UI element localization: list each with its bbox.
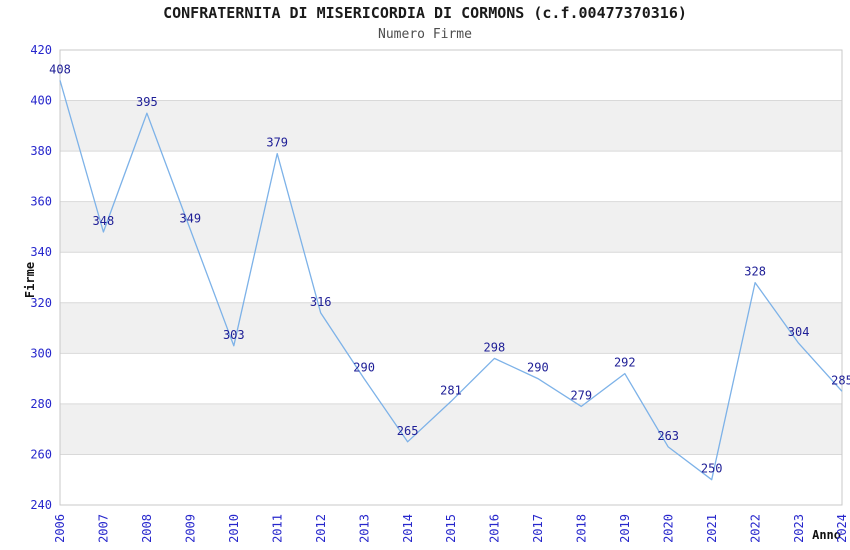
y-tick-label: 320 (30, 296, 52, 310)
x-tick-label: 2022 (748, 514, 762, 543)
data-point-label: 395 (136, 95, 158, 109)
x-tick-label: 2014 (401, 514, 415, 543)
x-tick-label: 2016 (488, 514, 502, 543)
data-point-label: 303 (223, 328, 245, 342)
plot-band (60, 100, 842, 152)
x-tick-label: 2011 (270, 514, 284, 543)
chart-subtitle: Numero Firme (378, 27, 472, 42)
data-point-label: 298 (484, 340, 506, 354)
data-point-label: 281 (440, 383, 462, 397)
y-tick-label: 380 (30, 144, 52, 158)
data-point-label: 408 (49, 62, 71, 76)
x-tick-label: 2021 (705, 514, 719, 543)
series-line (59, 80, 843, 481)
x-tick-label: 2017 (531, 514, 545, 543)
x-tick-label: 2018 (575, 514, 589, 543)
x-tick-label: 2007 (97, 514, 111, 543)
y-tick-label: 300 (30, 346, 52, 360)
x-tick-label: 2006 (53, 514, 67, 543)
data-point-label: 290 (527, 361, 549, 375)
x-tick-label: 2015 (444, 514, 458, 543)
data-point-label: 263 (657, 429, 679, 443)
plot-band (60, 403, 842, 455)
x-tick-label: 2012 (314, 514, 328, 543)
data-point-label: 304 (788, 325, 810, 339)
plot-band (60, 201, 842, 253)
x-tick-label: 2019 (618, 514, 632, 543)
y-tick-label: 360 (30, 195, 52, 209)
plot-border (59, 49, 843, 506)
y-tick-label: 260 (30, 447, 52, 461)
data-point-label: 265 (397, 424, 419, 438)
x-tick-label: 2024 (835, 514, 849, 543)
x-tick-label: 2009 (184, 514, 198, 543)
data-point-label: 292 (614, 356, 636, 370)
x-tick-label: 2023 (792, 514, 806, 543)
data-point-label: 290 (353, 361, 375, 375)
data-point-label: 349 (179, 212, 201, 226)
y-tick-label: 400 (30, 94, 52, 108)
x-tick-label: 2020 (661, 514, 675, 543)
y-tick-label: 240 (30, 498, 52, 512)
x-axis-title: Anno (812, 528, 841, 542)
x-tick-label: 2008 (140, 514, 154, 543)
data-point-label: 250 (701, 462, 723, 476)
data-point-label: 285 (831, 373, 850, 387)
data-point-label: 316 (310, 295, 332, 309)
data-point-label: 279 (570, 388, 592, 402)
data-point-label: 379 (266, 136, 288, 150)
y-tick-label: 280 (30, 397, 52, 411)
y-tick-label: 420 (30, 43, 52, 57)
data-point-label: 328 (744, 265, 766, 279)
x-tick-label: 2013 (357, 514, 371, 543)
data-point-label: 348 (93, 214, 115, 228)
y-tick-label: 340 (30, 245, 52, 259)
x-tick-label: 2010 (227, 514, 241, 543)
plot-band (60, 302, 842, 354)
chart-title: CONFRATERNITA DI MISERICORDIA DI CORMONS… (163, 4, 687, 22)
